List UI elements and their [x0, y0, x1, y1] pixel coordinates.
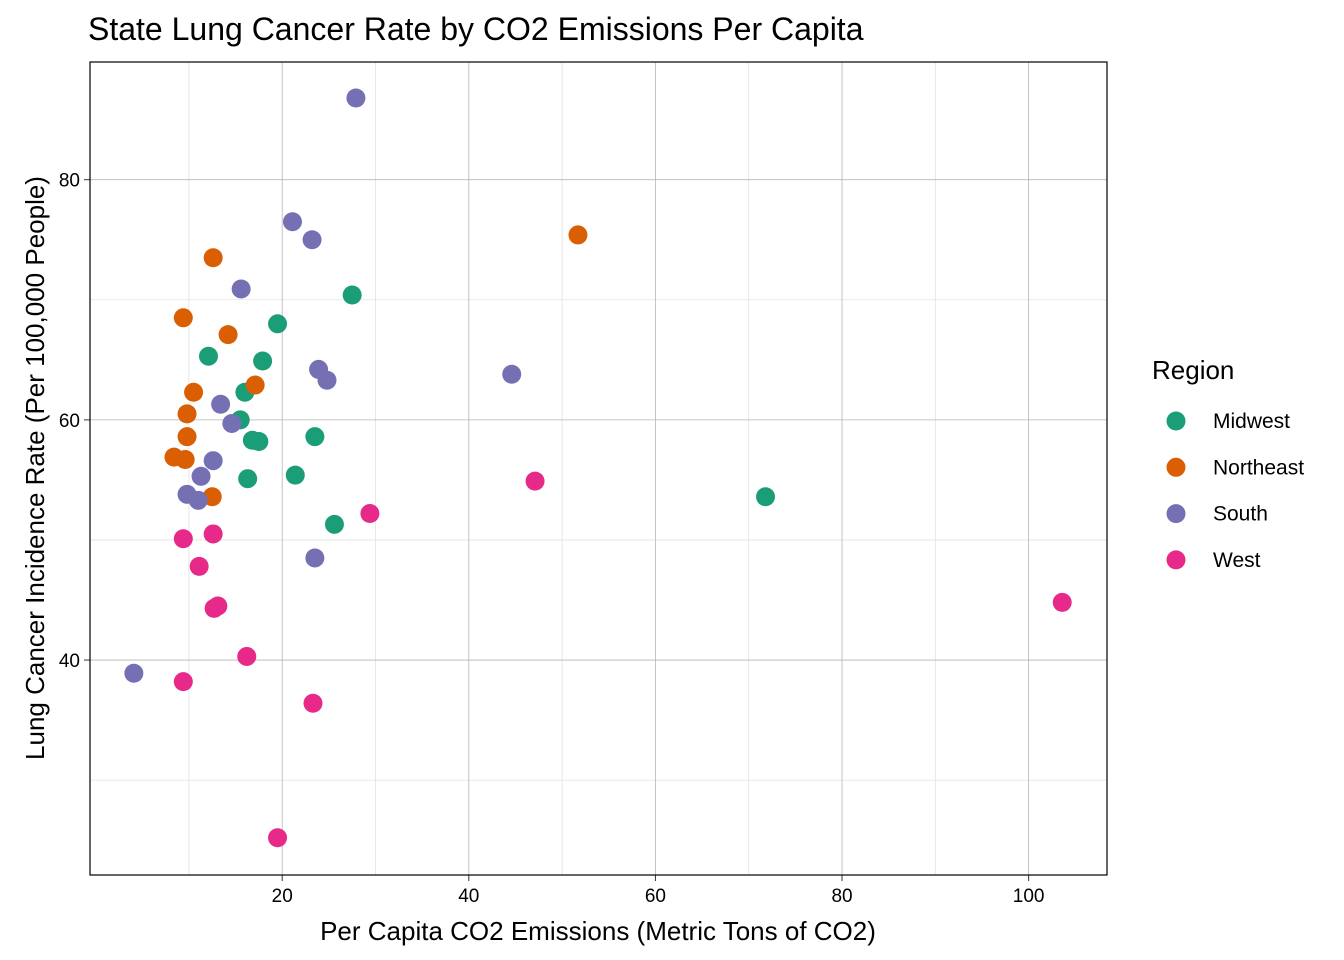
point: [568, 225, 588, 245]
point: [177, 404, 197, 424]
point: [173, 529, 193, 549]
x-tick-label: 20: [272, 886, 293, 907]
point: [203, 248, 223, 268]
point: [1052, 592, 1072, 612]
point: [231, 279, 251, 299]
point: [191, 466, 211, 486]
legend-label: South: [1213, 503, 1268, 526]
point: [305, 548, 325, 568]
point: [282, 212, 302, 232]
point: [222, 413, 242, 433]
y-tick-label: 60: [59, 411, 80, 432]
point: [238, 469, 258, 489]
point: [303, 693, 323, 713]
point: [342, 285, 362, 305]
x-tick-label: 80: [831, 886, 852, 907]
x-axis-label: Per Capita CO2 Emissions (Metric Tons of…: [320, 916, 876, 946]
point: [268, 314, 288, 334]
legend-title: Region: [1152, 355, 1234, 385]
point: [245, 375, 265, 395]
point: [208, 596, 228, 616]
point: [268, 828, 288, 848]
point: [302, 230, 322, 250]
point: [324, 514, 344, 534]
point: [502, 364, 522, 384]
y-tick-label: 80: [59, 171, 80, 192]
point: [249, 431, 269, 451]
y-axis-label: Lung Cancer Incidence Rate (Per 100,000 …: [20, 176, 50, 760]
point: [177, 427, 197, 447]
point: [360, 504, 380, 524]
point: [175, 449, 195, 469]
point: [188, 490, 208, 510]
point: [756, 487, 776, 507]
point: [218, 325, 238, 345]
point: [124, 663, 144, 683]
legend-swatch: [1166, 504, 1186, 524]
point: [203, 524, 223, 544]
point: [237, 646, 257, 666]
point: [184, 382, 204, 402]
legend-label: Midwest: [1213, 410, 1290, 433]
point: [305, 427, 325, 447]
legend-label: Northeast: [1213, 456, 1304, 479]
point: [346, 88, 366, 108]
x-tick-label: 100: [1013, 886, 1045, 907]
point: [285, 465, 305, 485]
plot-border: [89, 61, 1108, 876]
x-tick-label: 40: [458, 886, 479, 907]
chart-title: State Lung Cancer Rate by CO2 Emissions …: [88, 11, 864, 47]
legend-swatch: [1166, 550, 1186, 570]
point: [317, 370, 337, 390]
y-tick-label: 40: [59, 651, 80, 672]
point: [211, 394, 231, 414]
point: [525, 471, 545, 491]
point: [198, 346, 218, 366]
point: [189, 556, 209, 576]
point: [173, 308, 193, 328]
point: [253, 351, 273, 371]
point: [203, 451, 223, 471]
x-tick-label: 60: [645, 886, 666, 907]
point: [173, 672, 193, 692]
legend-label: West: [1213, 549, 1261, 572]
legend-swatch: [1166, 411, 1186, 431]
legend-swatch: [1166, 457, 1186, 477]
